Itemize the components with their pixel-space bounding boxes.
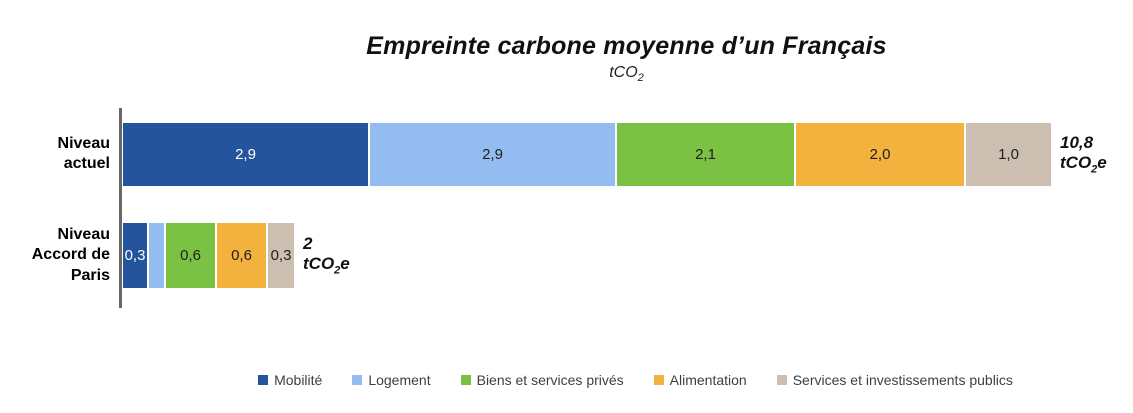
bar-segment: 2,1: [617, 123, 796, 186]
total-unit: tCO2e: [1060, 152, 1107, 176]
legend-item: Logement: [352, 372, 431, 388]
legend-swatch-icon: [653, 375, 664, 385]
bar-segment: 0,3: [268, 223, 294, 288]
legend-label: Logement: [368, 372, 431, 388]
segment-value-label: 1,0: [998, 146, 1019, 163]
bar-segment: [149, 223, 166, 288]
legend-item: Alimentation: [653, 372, 747, 388]
legend-label: Services et investissements publics: [792, 372, 1013, 388]
legend-label: Mobilité: [274, 372, 323, 388]
total-value: 2: [303, 233, 313, 253]
total-value: 10,8: [1060, 132, 1094, 152]
bar-segment: 0,3: [123, 223, 149, 288]
chart-subtitle: tCO2: [120, 64, 1133, 84]
segment-value-label: 0,6: [231, 247, 252, 264]
bar-segment: 0,6: [166, 223, 217, 288]
bar-total-label: 2 tCO2e: [303, 234, 350, 278]
subtitle-unit-prefix: tCO: [609, 64, 638, 81]
legend-swatch-icon: [776, 375, 787, 385]
bar-total-label: 10,8 tCO2e: [1060, 133, 1107, 177]
stacked-bar: 0,3 0,6 0,6 0,3: [123, 223, 294, 288]
legend-label: Alimentation: [669, 372, 747, 388]
legend-item: Mobilité: [258, 372, 322, 388]
segment-value-label: 0,3: [270, 247, 292, 264]
category-label: Niveau actuel: [57, 134, 110, 173]
legend-swatch-icon: [258, 375, 269, 385]
category-label: Niveau Accord de Paris: [31, 225, 110, 284]
subtitle-unit-subscript: 2: [637, 72, 644, 85]
legend: Mobilité Logement Biens et services privés…: [0, 372, 1133, 388]
segment-value-label: 2,9: [235, 146, 256, 163]
bar-segment: 1,0: [966, 123, 1051, 186]
chart-title: Empreinte carbone moyenne d’un Français: [366, 32, 887, 60]
stacked-bar: 2,9 2,9 2,1 2,0 1,0: [123, 123, 1051, 186]
legend-swatch-icon: [460, 375, 471, 385]
bar-segment: 0,6: [217, 223, 268, 288]
bar-segment: 2,9: [123, 123, 370, 186]
legend-item: Biens et services privés: [460, 372, 624, 388]
legend-label: Biens et services privés: [476, 372, 624, 388]
y-axis-line: [119, 108, 122, 308]
segment-value-label: 2,1: [695, 146, 716, 163]
bar-segment: 2,9: [370, 123, 617, 186]
total-unit: tCO2e: [303, 253, 350, 277]
segment-value-label: 2,9: [482, 146, 503, 163]
bar-segment: 2,0: [796, 123, 966, 186]
legend-item: Services et investissements publics: [776, 372, 1013, 388]
segment-value-label: 0,6: [180, 247, 201, 264]
segment-value-label: 2,0: [869, 146, 891, 163]
segment-value-label: 0,3: [124, 247, 146, 264]
legend-swatch-icon: [352, 375, 363, 385]
